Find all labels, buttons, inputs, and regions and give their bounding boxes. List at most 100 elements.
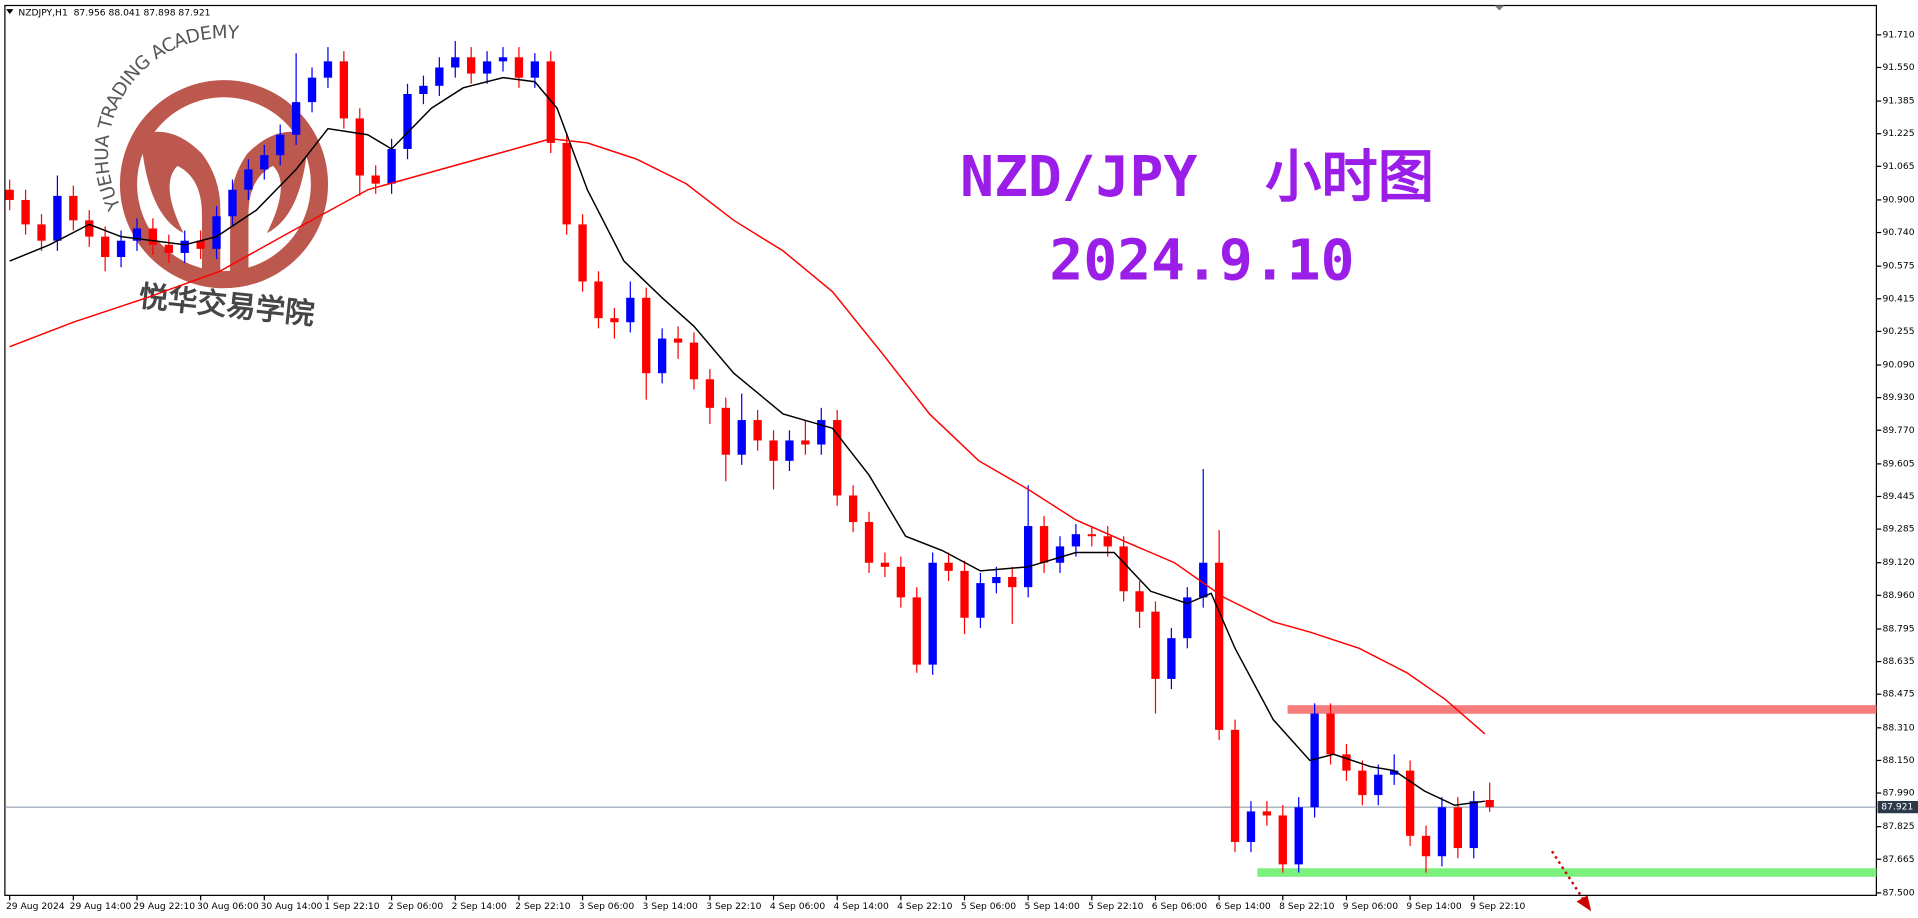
y-tick-label: 88.150 [1883, 755, 1915, 766]
header: NZDJPY,H1 87.956 88.041 87.898 87.921 [18, 7, 210, 18]
candle-body [880, 562, 890, 567]
candle-body [912, 597, 921, 665]
y-tick-label: 89.285 [1883, 524, 1915, 535]
candle-body [1039, 526, 1049, 563]
candle-body [196, 240, 205, 249]
chart-subtitle: 2024.9.10 [1049, 228, 1354, 293]
candle-body [721, 407, 730, 455]
candle-body [1230, 729, 1240, 842]
candle-body [1167, 638, 1176, 679]
candle-body [1055, 546, 1065, 563]
candle-body [1087, 534, 1096, 537]
arrow-head [1576, 895, 1592, 912]
candle-body [1390, 770, 1399, 775]
x-tick-label: 5 Sep 06:00 [961, 901, 1016, 912]
candle-body [1374, 774, 1383, 796]
candle-body [419, 85, 428, 94]
candle-body [1326, 713, 1335, 755]
candle-body [1294, 807, 1303, 865]
x-tick-label: 4 Sep 14:00 [834, 901, 889, 912]
x-tick-label: 29 Aug 2024 [6, 901, 65, 912]
candle-body [976, 583, 985, 618]
level-band [1287, 705, 1877, 714]
x-tick-label: 1 Sep 22:10 [324, 901, 379, 912]
y-tick-label: 90.415 [1883, 293, 1915, 304]
logo-shape [230, 131, 309, 277]
candle-body [626, 297, 635, 323]
candle-body [610, 318, 619, 323]
candle-body [1119, 546, 1128, 592]
x-tick-label: 29 Aug 14:00 [70, 901, 132, 912]
candle-body [769, 440, 778, 461]
y-tick-label: 88.960 [1883, 590, 1915, 601]
candle-body [546, 61, 555, 143]
y-tick-label: 87.825 [1883, 821, 1915, 832]
candle-body [833, 420, 842, 496]
candle-body [355, 118, 364, 176]
x-tick-label: 3 Sep 06:00 [579, 901, 634, 912]
candle-body [944, 562, 953, 571]
x-tick-label: 29 Aug 22:10 [133, 901, 195, 912]
plot [4, 40, 1877, 877]
candle-body [403, 93, 412, 149]
candle-body [85, 220, 94, 237]
candle-body [1310, 713, 1319, 808]
y-tick-label: 91.225 [1883, 128, 1915, 139]
x-tick-label: 9 Sep 14:00 [1406, 901, 1461, 912]
candle-body [785, 440, 794, 461]
x-tick-label: 8 Sep 22:10 [1279, 901, 1334, 912]
candle-body [817, 420, 826, 445]
x-tick-label: 3 Sep 22:10 [706, 901, 761, 912]
candle-body [594, 281, 603, 319]
x-tick-label: 9 Sep 06:00 [1343, 901, 1398, 912]
candle-body [657, 338, 667, 374]
candle-body [1405, 770, 1415, 836]
candle-body [689, 342, 699, 380]
candle-body [1151, 611, 1160, 679]
candle-body [260, 155, 269, 170]
logo-shape [140, 131, 221, 277]
y-tick-label: 89.770 [1883, 425, 1915, 436]
y-tick-label: 89.930 [1883, 392, 1915, 403]
candle-body [1135, 591, 1144, 612]
candle-body [100, 236, 110, 258]
candle-body [1278, 815, 1287, 865]
candle-body [228, 189, 237, 217]
x-tick-label: 2 Sep 14:00 [452, 901, 507, 912]
candle-body [1183, 597, 1192, 639]
candle-body [928, 562, 937, 665]
y-tick-label: 87.500 [1883, 887, 1915, 898]
shift-marker [1494, 5, 1505, 11]
candle-body [37, 224, 46, 241]
candle-body [642, 297, 651, 374]
candle-body [896, 566, 906, 598]
candle-body [1008, 576, 1017, 588]
candle-body [307, 77, 317, 103]
y-tick-label: 88.310 [1883, 722, 1915, 733]
candle-body [848, 495, 858, 522]
x-tick-label: 5 Sep 22:10 [1088, 901, 1143, 912]
candle-body [451, 57, 460, 68]
y-tick-label: 87.665 [1883, 854, 1915, 865]
candle-body [1437, 807, 1447, 857]
candle-body [387, 148, 396, 184]
y-tick-label: 91.550 [1883, 62, 1915, 73]
chart-title: NZD/JPY 小时图 [960, 145, 1434, 210]
candle-body [116, 240, 126, 258]
candle-body [435, 67, 444, 86]
candle-body [180, 240, 189, 253]
x-tick-label: 4 Sep 22:10 [897, 901, 952, 912]
candle-body [753, 420, 762, 441]
candle-body [562, 142, 571, 225]
candle-body [323, 61, 333, 78]
x-tick-label: 5 Sep 14:00 [1024, 901, 1079, 912]
candle-body [1342, 754, 1351, 771]
candle-body [148, 228, 158, 245]
x-tick-label: 2 Sep 06:00 [388, 901, 443, 912]
candle-body [291, 102, 301, 135]
candle-body [276, 134, 285, 156]
candle-body [705, 379, 715, 408]
x-tick-label: 6 Sep 06:00 [1152, 901, 1207, 912]
